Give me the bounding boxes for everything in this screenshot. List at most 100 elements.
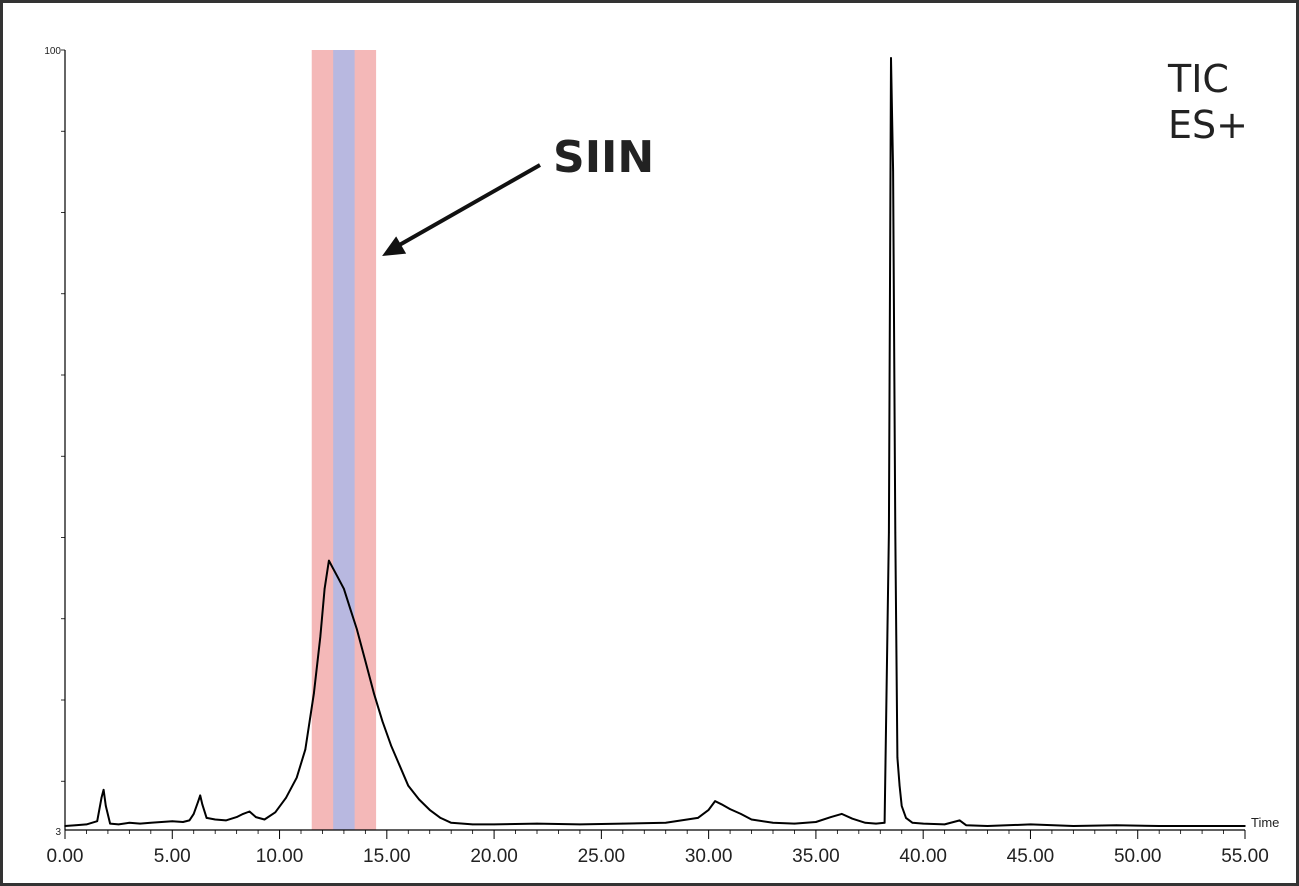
data-point xyxy=(128,821,131,824)
x-tick-label: 25.00 xyxy=(578,846,626,867)
x-tick-label: 0.00 xyxy=(47,846,84,867)
data-point xyxy=(965,824,967,826)
data-point xyxy=(707,809,710,811)
data-point xyxy=(664,821,667,824)
data-point xyxy=(199,794,201,797)
data-point xyxy=(750,818,753,821)
data-point xyxy=(74,824,77,826)
data-point xyxy=(336,575,339,578)
data-point xyxy=(139,822,141,825)
data-point xyxy=(343,587,345,590)
data-point xyxy=(205,817,208,819)
data-point xyxy=(197,801,199,803)
highlight-regions xyxy=(311,50,377,830)
data-point xyxy=(720,803,723,806)
y-tick-label-bottom: 3 xyxy=(55,827,61,838)
series-layer xyxy=(64,57,1246,827)
data-point xyxy=(536,822,538,825)
x-tick-label: 40.00 xyxy=(899,846,947,867)
data-point xyxy=(355,628,358,630)
data-point xyxy=(328,559,330,562)
data-point xyxy=(892,169,894,172)
data-point xyxy=(890,57,892,59)
data-point xyxy=(911,821,914,824)
data-point xyxy=(1201,825,1203,827)
data-point xyxy=(622,822,624,825)
x-tick-label: 20.00 xyxy=(470,846,518,867)
data-point xyxy=(295,776,298,779)
annotation-arrow-head xyxy=(382,236,407,256)
data-point xyxy=(450,821,452,824)
data-point xyxy=(840,813,843,815)
data-point xyxy=(104,805,107,807)
data-point xyxy=(349,608,352,610)
data-point xyxy=(248,810,251,813)
data-point xyxy=(364,660,367,662)
x-tick-label: 35.00 xyxy=(792,846,840,867)
data-point xyxy=(418,798,420,801)
data-point xyxy=(729,808,731,810)
data-point xyxy=(772,821,774,824)
x-tick-label: 45.00 xyxy=(1007,846,1055,867)
data-point xyxy=(407,784,410,787)
corner-label: ES+ xyxy=(1168,103,1248,147)
data-point xyxy=(381,720,384,723)
data-point xyxy=(109,822,111,825)
corner-label: TIC xyxy=(1167,57,1229,101)
annotation-arrow-shaft xyxy=(393,163,541,250)
data-point xyxy=(85,823,88,826)
data-point xyxy=(242,813,244,815)
data-point xyxy=(214,818,216,821)
data-point xyxy=(830,816,832,818)
data-point xyxy=(815,821,817,823)
data-point xyxy=(285,797,287,799)
data-point xyxy=(182,821,184,823)
y-tick-label-top: 100 xyxy=(44,46,61,57)
x-tick-label: 50.00 xyxy=(1114,846,1162,867)
data-point xyxy=(958,819,961,822)
data-point xyxy=(793,822,796,825)
data-point xyxy=(304,748,307,751)
data-point xyxy=(225,819,227,822)
data-point xyxy=(1244,825,1246,827)
x-tick-label: 5.00 xyxy=(154,846,191,867)
data-point xyxy=(894,531,897,534)
data-point xyxy=(188,819,191,822)
data-point xyxy=(943,823,946,826)
highlight-region-1 xyxy=(333,50,355,830)
annotation-layer: SIIN xyxy=(382,132,654,256)
data-point xyxy=(1029,823,1032,826)
data-point xyxy=(150,821,152,824)
data-point xyxy=(398,764,401,767)
data-point xyxy=(875,822,877,825)
data-point xyxy=(439,817,442,819)
x-tick-label: 10.00 xyxy=(256,846,304,867)
data-point xyxy=(905,817,907,819)
data-point xyxy=(1072,825,1075,827)
data-point xyxy=(192,813,195,815)
data-point xyxy=(160,821,163,823)
data-point xyxy=(171,820,174,822)
data-point xyxy=(697,817,699,819)
x-tick-label: 55.00 xyxy=(1221,846,1269,867)
data-point xyxy=(1158,825,1160,827)
data-point xyxy=(740,813,742,815)
x-tick-label: 15.00 xyxy=(363,846,411,867)
data-point xyxy=(493,823,495,826)
data-point xyxy=(471,823,474,826)
annotation-label: SIIN xyxy=(553,132,654,183)
axes: 0.00 5.00 10.00 15.00 20.00 25.00 30.00 35.00 40… xyxy=(44,46,1279,867)
data-point xyxy=(986,825,989,827)
data-point xyxy=(883,821,886,824)
data-point xyxy=(900,805,903,807)
data-point xyxy=(714,800,716,802)
data-point xyxy=(313,692,315,695)
data-point xyxy=(851,817,854,820)
data-point xyxy=(100,797,103,799)
data-point xyxy=(896,756,899,759)
data-point xyxy=(373,692,375,695)
data-point xyxy=(96,820,98,822)
data-point xyxy=(323,587,326,590)
data-point xyxy=(390,744,392,747)
